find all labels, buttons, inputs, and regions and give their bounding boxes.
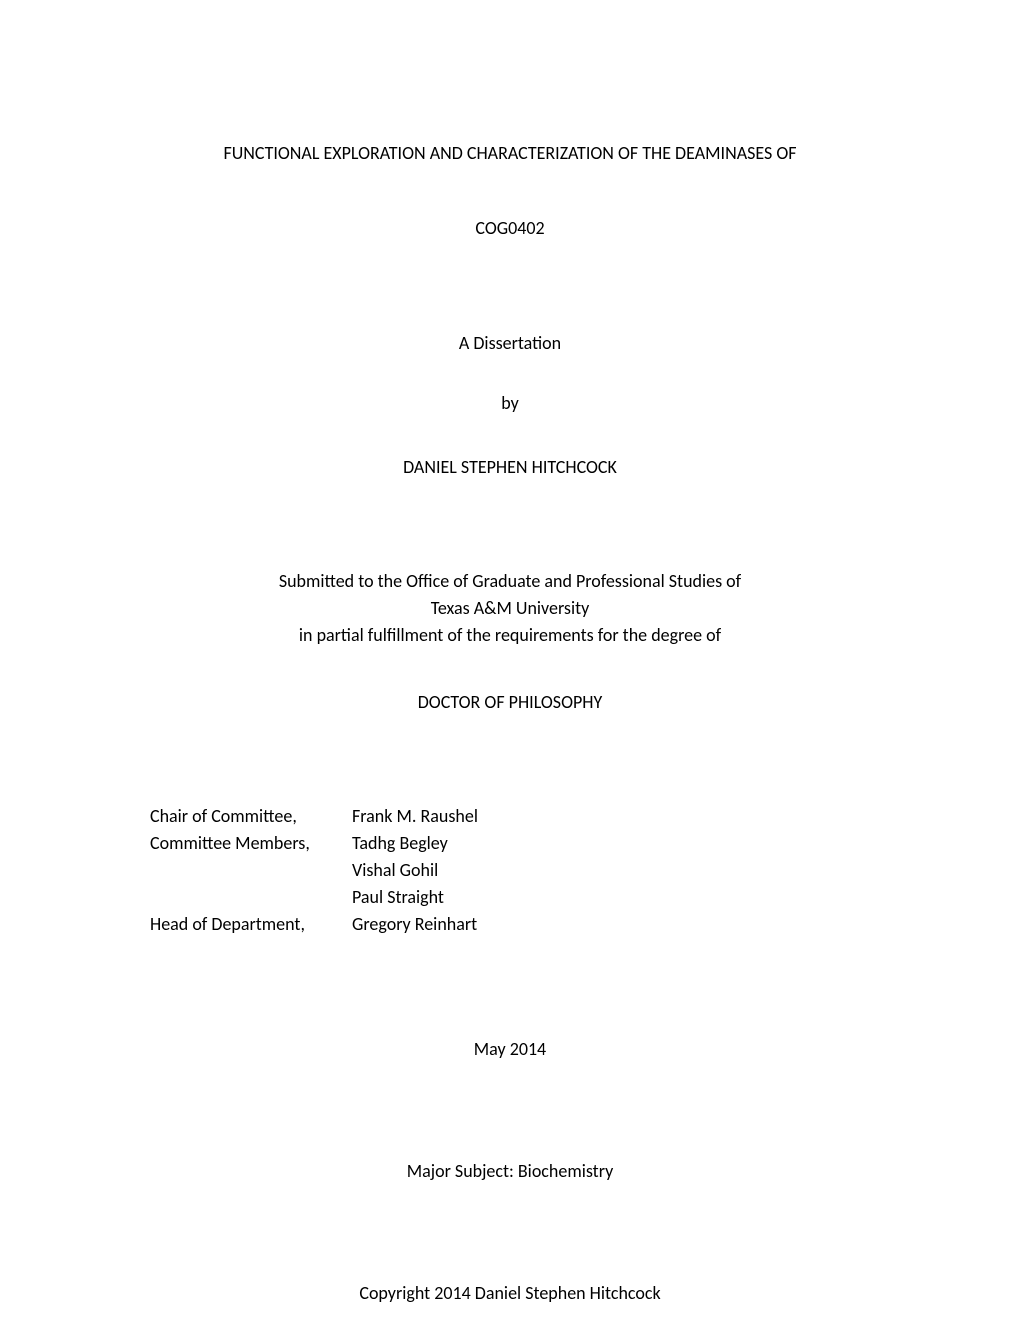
department-head-row: Head of Department, Gregory Reinhart [150, 911, 870, 938]
title-block: FUNCTIONAL EXPLORATION AND CHARACTERIZAT… [150, 140, 870, 242]
department-head-name: Gregory Reinhart [352, 911, 870, 938]
committee-chair-name: Frank M. Raushel [352, 803, 870, 830]
document-type: A Dissertation [150, 332, 870, 354]
committee-members-row-1: Committee Members, Tadhg Begley [150, 830, 870, 857]
committee-chair-label: Chair of Committee, [150, 803, 352, 830]
title-line-1: FUNCTIONAL EXPLORATION AND CHARACTERIZAT… [150, 140, 870, 167]
major-subject: Major Subject: Biochemistry [150, 1160, 870, 1182]
date: May 2014 [150, 1038, 870, 1060]
submitted-line-3: in partial fulfillment of the requiremen… [150, 622, 870, 649]
committee-chair-row: Chair of Committee, Frank M. Raushel [150, 803, 870, 830]
committee-member-2: Vishal Gohil [352, 857, 870, 884]
committee-members-row-3: Paul Straight [150, 884, 870, 911]
author-name: DANIEL STEPHEN HITCHCOCK [150, 456, 870, 478]
title-line-2: COG0402 [150, 215, 870, 242]
degree-name: DOCTOR OF PHILOSOPHY [150, 691, 870, 713]
committee-members-row-2: Vishal Gohil [150, 857, 870, 884]
submitted-block: Submitted to the Office of Graduate and … [150, 568, 870, 649]
submitted-line-1: Submitted to the Office of Graduate and … [150, 568, 870, 595]
committee-block: Chair of Committee, Frank M. Raushel Com… [150, 803, 870, 938]
committee-member-1: Tadhg Begley [352, 830, 870, 857]
committee-member-3: Paul Straight [352, 884, 870, 911]
submitted-line-2: Texas A&M University [150, 595, 870, 622]
department-head-label: Head of Department, [150, 911, 352, 938]
by-label: by [150, 392, 870, 414]
copyright: Copyright 2014 Daniel Stephen Hitchcock [150, 1282, 870, 1304]
committee-members-label: Committee Members, [150, 830, 352, 857]
committee-empty-label [150, 857, 352, 884]
committee-empty-label [150, 884, 352, 911]
